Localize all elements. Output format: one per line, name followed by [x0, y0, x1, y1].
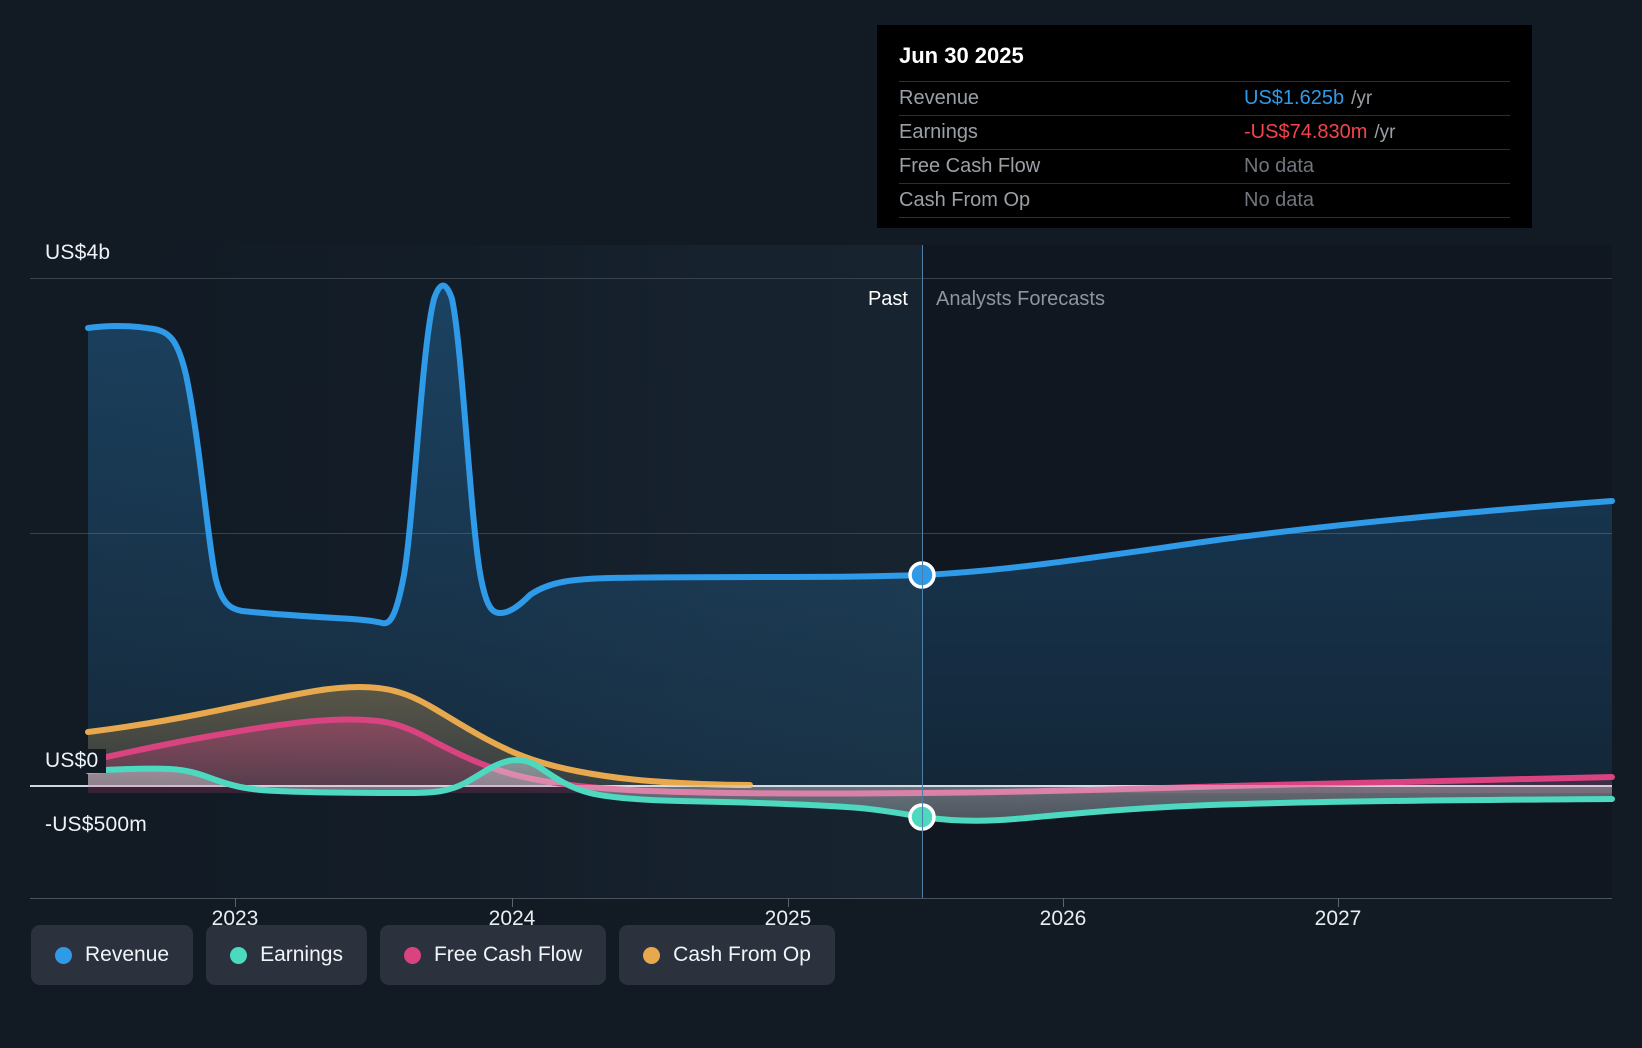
free-cash-flow-area	[88, 719, 1612, 794]
tooltip-value-cash-from-op: No data	[1244, 189, 1315, 211]
analysts-forecasts-label: Analysts Forecasts	[936, 288, 1105, 310]
earnings-color-dot	[230, 946, 248, 964]
legend-item-earnings[interactable]: Earnings	[206, 925, 367, 985]
legend-label-cash-from-op: Cash From Op	[673, 943, 811, 966]
tooltip-row-free-cash-flow: Free Cash Flow No data	[899, 149, 1510, 183]
tooltip-value-earnings: -US$74.830m	[1244, 121, 1368, 143]
tooltip-key-cash-from-op: Cash From Op	[899, 189, 1031, 211]
x-axis-label-2026: 2026	[1039, 907, 1087, 930]
data-tooltip: Jun 30 2025 Revenue US$1.625b /yr Earnin…	[877, 25, 1532, 228]
series-earnings	[85, 757, 1615, 824]
earnings-line	[85, 757, 1615, 824]
tooltip-value-free-cash-flow: No data	[1244, 155, 1315, 177]
cash-from-op-color-dot	[643, 946, 661, 964]
tooltip-row-cash-from-op: Cash From Op No data	[899, 183, 1510, 218]
legend-item-revenue[interactable]: Revenue	[31, 925, 194, 985]
tooltip-value-revenue: US$1.625b	[1244, 87, 1345, 109]
x-axis-line	[30, 898, 1612, 899]
x-tick-2025	[788, 898, 789, 907]
x-tick-2027	[1338, 898, 1339, 907]
legend-label-earnings: Earnings	[260, 943, 343, 966]
x-axis-label-2024: 2024	[488, 907, 536, 930]
tooltip-key-free-cash-flow: Free Cash Flow	[899, 155, 1041, 177]
series-layer	[85, 282, 1615, 831]
chart-legend: Revenue Earnings Free Cash Flow Cash Fro…	[31, 925, 835, 985]
plot-area: Past Analysts Forecasts	[30, 245, 1615, 907]
tooltip-unit-earnings: /yr	[1374, 121, 1396, 143]
gridline-top	[30, 278, 1612, 279]
revenue-area	[88, 285, 1612, 785]
y-axis-label-4b: US$4b	[45, 241, 119, 265]
revenue-color-dot	[55, 946, 72, 964]
tooltip-row-earnings: Earnings -US$74.830m /yr	[899, 115, 1510, 149]
legend-label-revenue: Revenue	[85, 943, 170, 966]
tooltip-key-earnings: Earnings	[899, 121, 978, 143]
past-label: Past	[867, 288, 908, 310]
y-axis-label-neg500m: -US$500m	[45, 813, 147, 836]
x-tick-2026	[1063, 898, 1064, 907]
gridline-mid	[30, 533, 1612, 534]
x-axis-label-2023: 2023	[211, 907, 259, 930]
y-axis-label-0: US$0	[45, 749, 107, 773]
revenue-line	[85, 282, 1615, 627]
tooltip-key-revenue: Revenue	[899, 87, 980, 109]
past-forecast-divider	[922, 245, 923, 898]
tooltip-date: Jun 30 2025	[899, 43, 1024, 68]
tooltip-row-revenue: Revenue US$1.625b /yr	[899, 81, 1510, 115]
x-axis-label-2027: 2027	[1314, 907, 1362, 930]
series-revenue	[85, 282, 1615, 785]
x-tick-2024	[512, 898, 513, 907]
cash-from-op-line	[85, 684, 753, 788]
x-axis-label-2025: 2025	[764, 907, 812, 930]
free-cash-flow-color-dot	[403, 946, 421, 964]
tooltip-unit-revenue: /yr	[1351, 87, 1373, 109]
legend-item-free-cash-flow[interactable]: Free Cash Flow	[379, 925, 607, 985]
legend-label-free-cash-flow: Free Cash Flow	[433, 943, 583, 966]
earnings-area	[88, 759, 1612, 821]
legend-item-cash-from-op[interactable]: Cash From Op	[619, 925, 835, 985]
x-tick-2023	[235, 898, 236, 907]
